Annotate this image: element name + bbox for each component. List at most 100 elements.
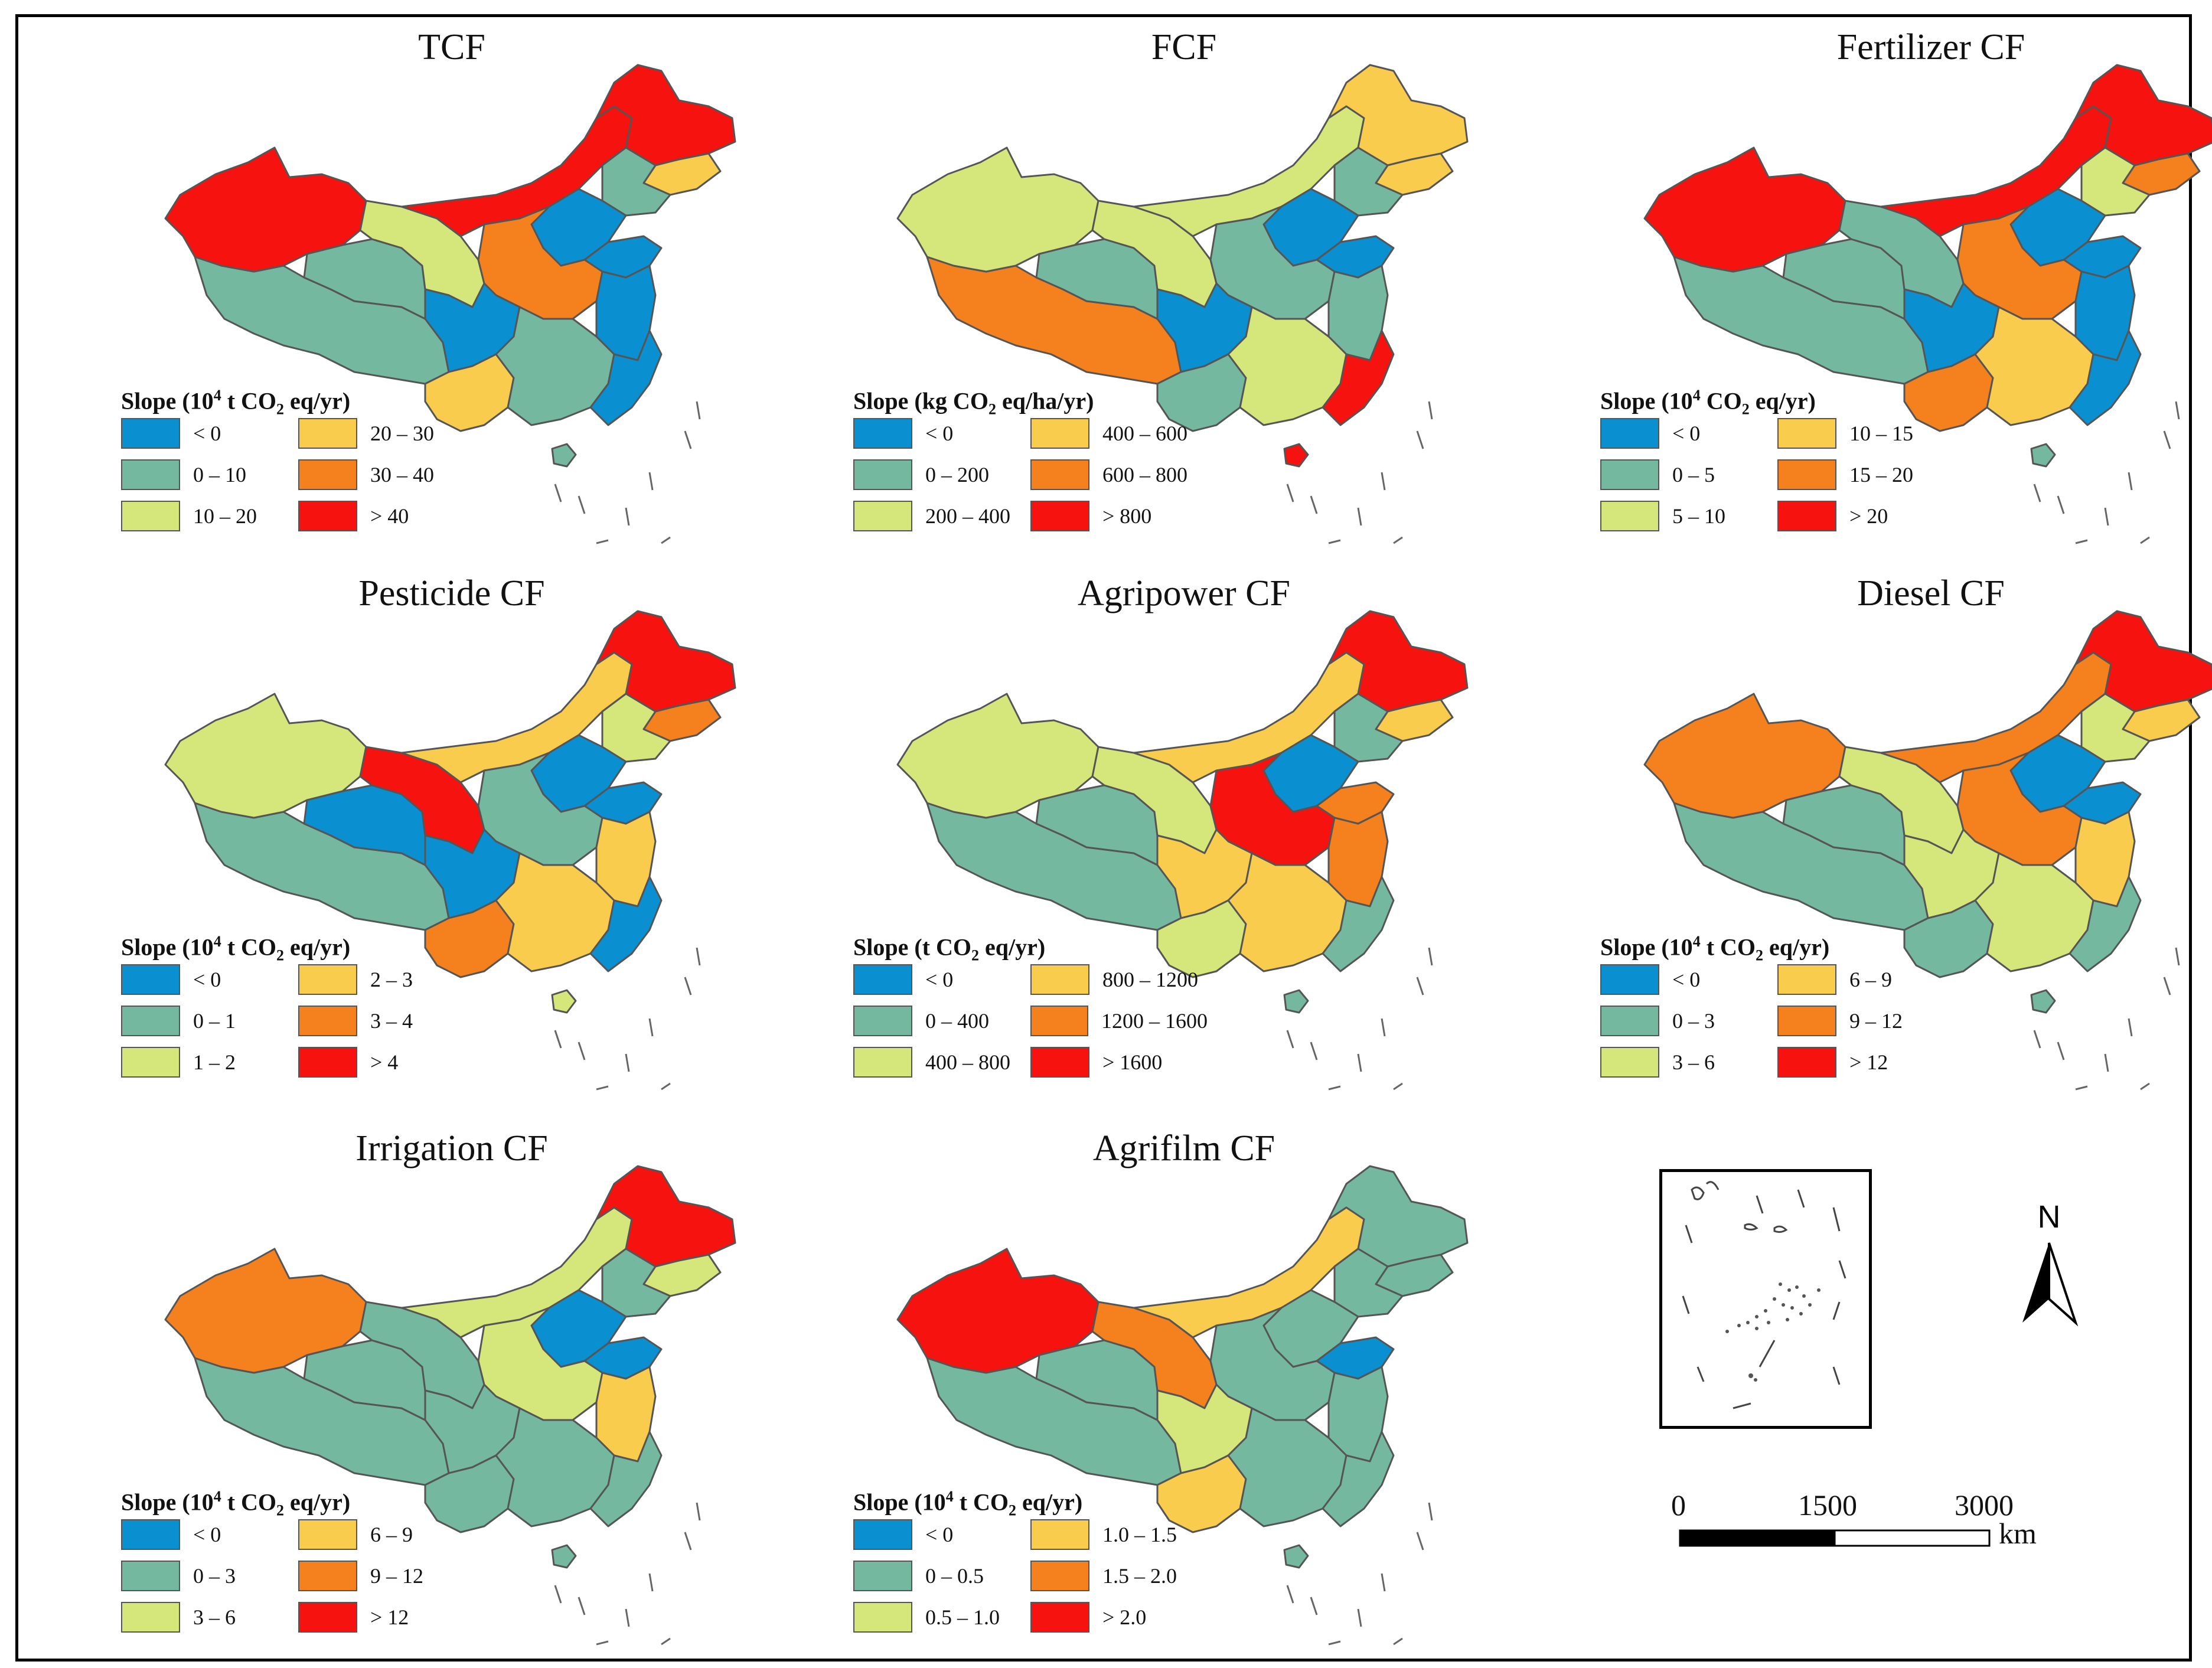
legend-title-prefix: Slope (10 [121, 1489, 214, 1516]
legend-item: 0 – 3 [1600, 1004, 1777, 1037]
legend-title-mid: t CO [1700, 933, 1756, 961]
legend-label: < 0 [1672, 422, 1701, 445]
legend-item: 800 – 1200 [1030, 963, 1208, 996]
legend-label: 1200 – 1600 [1101, 1009, 1208, 1033]
legend-label: 600 – 800 [1102, 463, 1187, 487]
legend-item: 400 – 800 [853, 1046, 1030, 1079]
legend-label: < 0 [925, 422, 954, 445]
legend-title: Slope (104 t CO2 eq/yr) [121, 1479, 487, 1519]
legend-title-sup: 4 [213, 387, 221, 404]
legend-title-prefix: Slope (10 [121, 387, 214, 414]
region-southwest [1903, 899, 1994, 978]
legend-swatch [1030, 459, 1089, 490]
region-southwest [1156, 1454, 1247, 1533]
legend-swatch [853, 1561, 912, 1591]
scale-tick-1500: 1500 [1798, 1489, 1857, 1522]
map-panel: FCF Slope (kg CO2 eq/ha/yr) < 0 400 – 600 0 … [827, 24, 1541, 567]
map-panel: Irrigation CF Slope (104 t CO2 eq/yr) < 0 6… [94, 1125, 809, 1668]
legend-swatch [298, 1602, 357, 1633]
legend-grid: < 0 800 – 1200 0 – 400 1200 – 1600 400 – 800… [853, 963, 1219, 1079]
south-china-sea-dashes [554, 401, 701, 544]
south-china-sea-dashes [1286, 1502, 1433, 1646]
legend-item: 1 – 2 [121, 1046, 298, 1079]
panel-title: Diesel CF [1857, 573, 2005, 613]
legend-title-sub: 2 [276, 946, 285, 964]
legend-swatch [1600, 418, 1659, 449]
region-southwest [1156, 899, 1247, 978]
map-panel: Agrifilm CF Slope (104 t CO2 eq/yr) < 0 1.0… [827, 1125, 1541, 1668]
legend-grid: < 0 6 – 9 0 – 3 9 – 12 3 – 6 > 12 [121, 1518, 487, 1634]
legend-label: 0 – 200 [925, 463, 989, 487]
legend-swatch [121, 1519, 180, 1550]
legend-item: 10 – 15 [1777, 417, 1955, 450]
region-hainan [551, 989, 577, 1014]
legend-item: 3 – 6 [1600, 1046, 1777, 1079]
region-hainan [2030, 989, 2056, 1014]
legend-swatch [853, 964, 912, 995]
legend-item: 0 – 200 [853, 458, 1030, 491]
legend-swatch [1030, 1519, 1089, 1550]
region-heilongjiang [2074, 64, 2212, 167]
region-heilongjiang [1327, 610, 1469, 713]
region-heilongjiang [595, 64, 736, 167]
legend: Slope (t CO2 eq/yr) < 0 800 – 1200 0 – 400 1… [853, 924, 1219, 1079]
china-choropleth-map [1643, 610, 2212, 1091]
legend-item: > 20 [1777, 500, 1955, 533]
north-arrow-icon [2022, 1242, 2079, 1327]
legend-item: 2 – 3 [298, 963, 475, 996]
legend-swatch [853, 418, 912, 449]
scale-tick-0: 0 [1671, 1489, 1686, 1522]
legend-label: 1 – 2 [193, 1050, 236, 1074]
figure-frame [15, 14, 2192, 1662]
legend-title: Slope (104 t CO2 eq/yr) [121, 924, 487, 964]
legend-item: > 1600 [1030, 1046, 1208, 1079]
region-southwest [1903, 353, 1994, 432]
region-liaoning [2080, 146, 2151, 217]
legend-title-mid: CO [1700, 387, 1742, 414]
region-heilongjiang [1327, 1165, 1469, 1268]
legend-item: > 800 [1030, 500, 1208, 533]
legend-item: < 0 [853, 417, 1030, 450]
legend-swatch [1030, 501, 1089, 531]
legend-swatch [1600, 501, 1659, 531]
region-southeast [2069, 329, 2142, 426]
north-arrow-label: N [2037, 1199, 2061, 1235]
legend-label: < 0 [925, 968, 954, 991]
legend-item: 9 – 12 [1777, 1004, 1955, 1037]
legend-grid: < 0 6 – 9 0 – 3 9 – 12 3 – 6 > 12 [1600, 963, 1966, 1079]
legend-swatch [121, 1602, 180, 1633]
legend-swatch [1777, 501, 1836, 531]
region-southwest [424, 899, 515, 978]
legend-label: < 0 [925, 1523, 954, 1546]
legend-label: > 800 [1102, 504, 1152, 528]
legend-label: 15 – 20 [1849, 463, 1913, 487]
legend-item: > 12 [1777, 1046, 1955, 1079]
legend-item: < 0 [121, 963, 298, 996]
legend-title-prefix: Slope (kg CO [853, 387, 988, 414]
region-liaoning [1333, 693, 1404, 763]
legend-swatch [298, 418, 357, 449]
region-heilongjiang [2074, 610, 2212, 713]
legend-title: Slope (104 t CO2 eq/yr) [853, 1479, 1219, 1519]
legend-title-sub: 2 [1009, 1501, 1017, 1519]
region-southwest [1156, 353, 1247, 432]
legend-label: 0 – 10 [193, 463, 246, 487]
china-choropleth-map [896, 64, 1469, 544]
legend-item: 0 – 5 [1600, 458, 1777, 491]
legend-item: 20 – 30 [298, 417, 475, 450]
legend-swatch [121, 1561, 180, 1591]
legend-label: > 12 [370, 1605, 409, 1629]
legend-title: Slope (104 t CO2 eq/yr) [1600, 924, 1966, 964]
legend-grid: < 0 20 – 30 0 – 10 30 – 40 10 – 20 > 40 [121, 417, 487, 533]
legend-title-sub: 2 [988, 400, 996, 418]
legend-swatch [121, 1047, 180, 1078]
legend-item: 10 – 20 [121, 500, 298, 533]
legend-swatch [1030, 418, 1089, 449]
legend-swatch [1030, 1047, 1089, 1078]
legend-swatch [121, 964, 180, 995]
legend-label: 5 – 10 [1672, 504, 1725, 528]
region-liaoning [2080, 693, 2151, 763]
legend-title-suffix: eq/yr) [979, 933, 1046, 961]
legend-title-suffix: eq/ha/yr) [996, 387, 1094, 414]
south-china-sea-dashes [554, 947, 701, 1091]
